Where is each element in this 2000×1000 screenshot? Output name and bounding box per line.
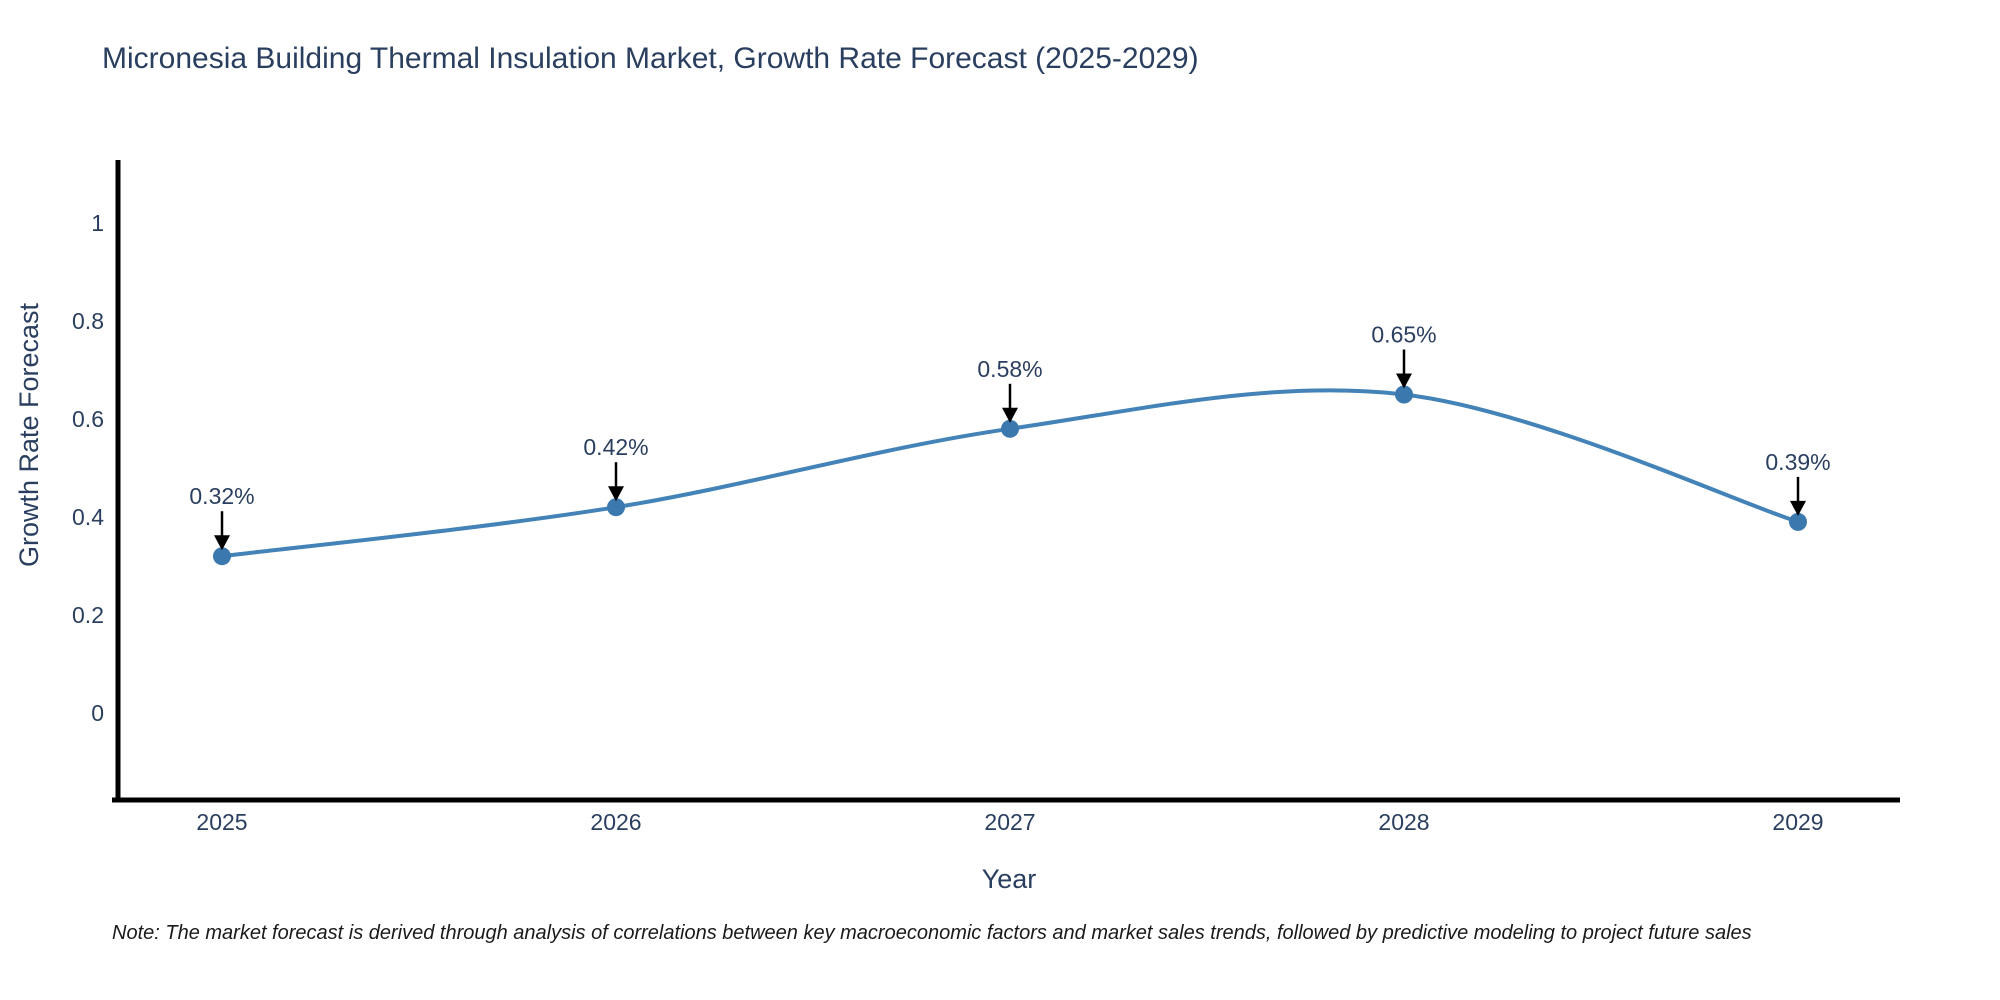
x-tick-label-2029: 2029 xyxy=(1772,809,1823,835)
annotation-label-2027: 0.58% xyxy=(977,356,1042,382)
data-point-2025[interactable] xyxy=(213,547,231,566)
annotation-arrowhead-2028 xyxy=(1396,373,1412,389)
data-point-2028[interactable] xyxy=(1395,385,1413,404)
x-tick-label-2026: 2026 xyxy=(590,809,641,835)
x-tick-label-2025: 2025 xyxy=(196,809,247,835)
y-axis-title: Growth Rate Forecast xyxy=(14,302,44,567)
annotation-label-2028: 0.65% xyxy=(1371,322,1436,348)
x-tick-label-2027: 2027 xyxy=(984,809,1035,835)
annotation-arrowhead-2027 xyxy=(1002,407,1018,423)
chart-footnote: Note: The market forecast is derived thr… xyxy=(112,922,1752,944)
annotation-label-2025: 0.32% xyxy=(189,483,254,509)
annotation-arrowhead-2026 xyxy=(608,486,624,502)
annotation-arrowhead-2025 xyxy=(214,535,230,551)
y-tick-label-1: 1 xyxy=(91,210,104,236)
x-tick-label-2028: 2028 xyxy=(1378,809,1429,835)
y-tick-label-0.4: 0.4 xyxy=(72,504,104,530)
x-axis-title: Year xyxy=(982,864,1037,894)
chart-title: Micronesia Building Thermal Insulation M… xyxy=(102,42,1199,75)
data-point-2026[interactable] xyxy=(607,498,625,517)
y-tick-label-0.8: 0.8 xyxy=(72,308,104,334)
annotation-arrowhead-2029 xyxy=(1790,500,1806,516)
data-point-2027[interactable] xyxy=(1001,419,1019,438)
y-tick-label-0.2: 0.2 xyxy=(72,602,104,628)
annotation-label-2026: 0.42% xyxy=(583,434,648,460)
data-point-2029[interactable] xyxy=(1789,512,1807,531)
y-tick-label-0.6: 0.6 xyxy=(72,406,104,432)
annotation-label-2029: 0.39% xyxy=(1765,449,1830,475)
y-tick-label-0: 0 xyxy=(91,700,104,726)
